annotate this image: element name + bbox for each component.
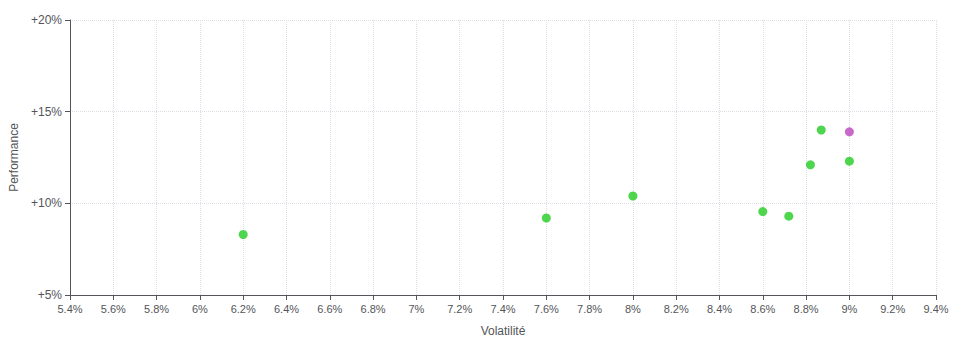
svg-text:6.8%: 6.8% bbox=[361, 303, 386, 315]
svg-text:8%: 8% bbox=[625, 303, 641, 315]
svg-text:6%: 6% bbox=[192, 303, 208, 315]
svg-text:9%: 9% bbox=[841, 303, 857, 315]
svg-text:5.4%: 5.4% bbox=[57, 303, 82, 315]
svg-text:6.4%: 6.4% bbox=[274, 303, 299, 315]
svg-text:5.6%: 5.6% bbox=[101, 303, 126, 315]
svg-text:Performance: Performance bbox=[7, 123, 21, 192]
svg-text:7.4%: 7.4% bbox=[490, 303, 515, 315]
svg-text:9.2%: 9.2% bbox=[880, 303, 905, 315]
svg-text:Volatilité: Volatilité bbox=[481, 324, 526, 338]
svg-text:8.8%: 8.8% bbox=[794, 303, 819, 315]
svg-text:+20%: +20% bbox=[31, 13, 62, 27]
svg-text:6.6%: 6.6% bbox=[317, 303, 342, 315]
svg-text:8.4%: 8.4% bbox=[707, 303, 732, 315]
svg-text:+15%: +15% bbox=[31, 105, 62, 119]
svg-text:8.2%: 8.2% bbox=[664, 303, 689, 315]
svg-text:+5%: +5% bbox=[38, 288, 63, 302]
svg-text:7.6%: 7.6% bbox=[534, 303, 559, 315]
svg-text:7.8%: 7.8% bbox=[577, 303, 602, 315]
svg-text:9.4%: 9.4% bbox=[923, 303, 948, 315]
svg-text:7.2%: 7.2% bbox=[447, 303, 472, 315]
svg-text:7%: 7% bbox=[408, 303, 424, 315]
svg-text:6.2%: 6.2% bbox=[231, 303, 256, 315]
svg-text:8.6%: 8.6% bbox=[750, 303, 775, 315]
svg-text:5.8%: 5.8% bbox=[144, 303, 169, 315]
svg-text:+10%: +10% bbox=[31, 196, 62, 210]
